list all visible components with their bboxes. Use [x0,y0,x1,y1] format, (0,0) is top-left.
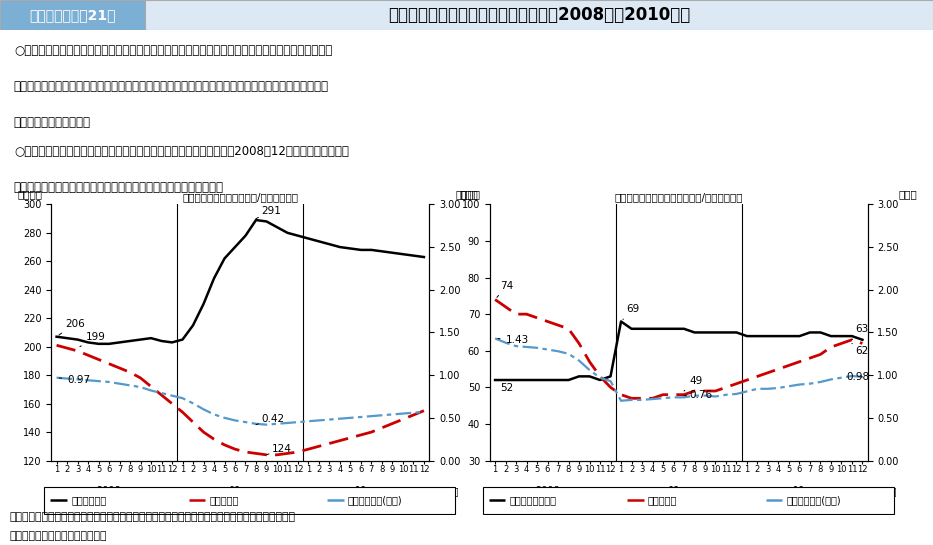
Text: 2008: 2008 [536,486,560,496]
Text: 更に低下していった。: 更に低下していった。 [14,116,91,129]
Text: 資料出所　厚生労働省「職業安定業務統計」をもとに厚生労働省政策統括官付政策統括室にて作成: 資料出所 厚生労働省「職業安定業務統計」をもとに厚生労働省政策統括官付政策統括室… [9,512,296,522]
Text: 09: 09 [667,486,679,496]
Text: 63: 63 [852,324,869,340]
Text: 124: 124 [267,444,292,455]
Bar [145,0,933,30]
Text: 0.98: 0.98 [847,372,870,382]
Text: 206: 206 [59,319,85,335]
Text: 62: 62 [852,343,869,356]
Text: 291: 291 [256,207,281,219]
Text: 新規求人数: 新規求人数 [648,495,677,505]
Text: 74: 74 [497,281,513,298]
Text: 2008: 2008 [97,486,121,496]
Text: 有効求職者数: 有効求職者数 [71,495,106,505]
Text: （倍）: （倍） [460,189,479,199]
Text: が下回るようになり、新規求人倍率も１倍を切るようになった。: が下回るようになり、新規求人倍率も１倍を切るようになった。 [14,181,224,194]
Text: 効求人倍率は１倍を下回っている状況にあった。ショック後にはその差が拡大し、有効求人倍率は: 効求人倍率は１倍を下回っている状況にあった。ショック後にはその差が拡大し、有効求… [14,80,329,93]
Text: 52: 52 [495,380,513,393]
Text: （注）　データは季節調整値。: （注） データは季節調整値。 [9,531,107,541]
Text: （倍）: （倍） [898,189,917,199]
Text: 新規求職申込件数: 新規求職申込件数 [509,495,557,505]
Text: 199: 199 [80,331,105,347]
Text: 求人・求職に関する主な指標の動き（2008年～2010年）: 求人・求職に関する主な指標の動き（2008年～2010年） [388,6,689,24]
Text: 新規求人倍率(右軸): 新規求人倍率(右軸) [787,495,841,505]
Bar [0,0,145,30]
Text: （万人）: （万人） [456,189,480,199]
Text: 0.76: 0.76 [684,390,713,400]
Text: ○　リーマンショック期においては、ショック前から有効求職者数が有効求人数を上回っており、有: ○ リーマンショック期においては、ショック前から有効求職者数が有効求人数を上回っ… [14,44,332,57]
Title: 新規求人数・新規求職申込件数/新規求人倍率: 新規求人数・新規求職申込件数/新規求人倍率 [615,192,743,202]
Text: 0.97: 0.97 [60,375,91,385]
Text: 有効求人倍率(右軸): 有効求人倍率(右軸) [348,495,402,505]
Title: 有効求人数・有効求職者数/有効求人倍率: 有効求人数・有効求職者数/有効求人倍率 [182,192,299,202]
Text: （年・月）: （年・月） [868,486,897,496]
Text: 有効求人数: 有効求人数 [209,495,239,505]
Text: 10: 10 [355,486,367,496]
Text: 69: 69 [623,304,639,319]
Text: （年・月）: （年・月） [429,486,458,496]
Text: （万人）: （万人） [18,189,42,199]
Text: 10: 10 [793,486,805,496]
Text: ○　新規求人数はショック前に新規求職申込件数を上回っていたが、2008年12月以降、新規求人数: ○ 新規求人数はショック前に新規求職申込件数を上回っていたが、2008年12月以… [14,145,349,158]
Text: 0.42: 0.42 [256,414,285,425]
Text: 09: 09 [229,486,241,496]
Text: 1.43: 1.43 [498,335,529,344]
Text: 第１－（５）－21図: 第１－（５）－21図 [29,8,116,22]
Text: 49: 49 [684,376,703,391]
